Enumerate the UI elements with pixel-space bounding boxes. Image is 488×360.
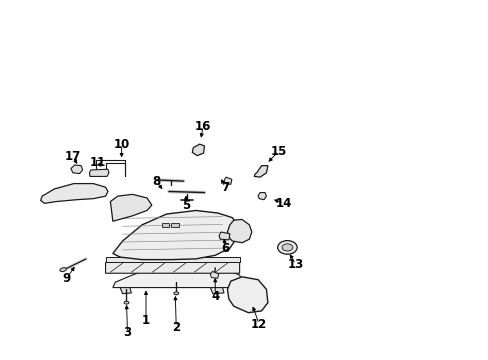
Polygon shape [258, 193, 266, 200]
Polygon shape [41, 184, 108, 203]
Ellipse shape [60, 267, 66, 272]
Polygon shape [105, 261, 239, 273]
Polygon shape [113, 270, 242, 288]
Text: 1: 1 [142, 314, 150, 327]
Text: 5: 5 [182, 199, 190, 212]
Text: 10: 10 [113, 138, 129, 150]
Text: 7: 7 [221, 181, 228, 194]
Polygon shape [192, 144, 204, 156]
Ellipse shape [277, 240, 297, 254]
Polygon shape [219, 232, 229, 240]
Text: 14: 14 [275, 197, 291, 210]
Polygon shape [89, 169, 109, 176]
Text: 16: 16 [194, 120, 211, 133]
Polygon shape [224, 177, 231, 184]
Polygon shape [210, 271, 218, 278]
Text: 11: 11 [90, 156, 106, 169]
Text: 4: 4 [211, 290, 219, 303]
Ellipse shape [124, 301, 129, 304]
Polygon shape [171, 223, 178, 226]
Polygon shape [254, 166, 267, 177]
Text: 9: 9 [62, 272, 70, 285]
Polygon shape [110, 194, 152, 221]
Text: 2: 2 [172, 320, 180, 333]
Text: 3: 3 [123, 326, 131, 339]
Polygon shape [227, 220, 251, 243]
Polygon shape [210, 288, 224, 294]
Ellipse shape [282, 244, 292, 251]
Text: 15: 15 [270, 145, 286, 158]
Ellipse shape [173, 292, 178, 295]
Text: 6: 6 [221, 242, 229, 255]
Polygon shape [120, 288, 131, 294]
Text: 13: 13 [287, 258, 303, 271]
Polygon shape [227, 277, 267, 313]
Text: 17: 17 [64, 150, 81, 163]
Text: 8: 8 [152, 175, 161, 188]
Text: 12: 12 [250, 318, 267, 331]
Polygon shape [161, 223, 168, 226]
Polygon shape [113, 211, 239, 260]
Polygon shape [105, 257, 239, 262]
Polygon shape [71, 165, 82, 174]
